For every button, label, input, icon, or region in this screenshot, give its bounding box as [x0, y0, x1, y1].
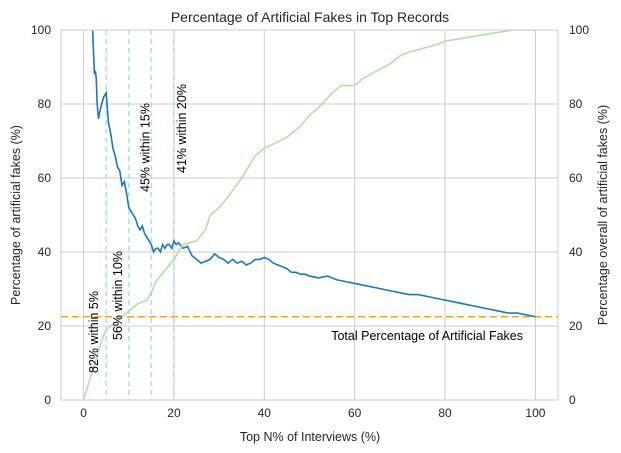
y2-tick-label: 100: [569, 23, 589, 37]
y2-tick-label: 20: [569, 319, 583, 333]
grid: [61, 29, 558, 401]
y-tick-label: 40: [38, 245, 52, 259]
threshold-annotation: 45% within 15%: [138, 103, 152, 192]
total-line-label: Total Percentage of Artificial Fakes: [331, 329, 523, 343]
series-group: [82, 30, 536, 400]
x-tick-label: 100: [525, 406, 545, 420]
chart-title: Percentage of Artificial Fakes in Top Re…: [171, 9, 449, 25]
y2-axis-label: Percentage overall of artificial fakes (…: [596, 105, 610, 325]
y-tick-labels: 0 20 40 60 80 100: [31, 23, 51, 407]
threshold-annotation: 82% within 5%: [87, 291, 101, 373]
y-axis-label: Percentage of artificial fakes (%): [9, 125, 23, 305]
y-tick-label: 100: [31, 23, 51, 37]
x-tick-label: 0: [80, 406, 87, 420]
x-tick-label: 40: [258, 406, 272, 420]
annotations: 82% within 5% 56% within 10% 45% within 15…: [87, 84, 523, 373]
x-tick-label: 60: [348, 406, 362, 420]
plot-frame: [60, 29, 559, 401]
y-tick-label: 20: [38, 319, 52, 333]
y2-tick-labels: 0 20 40 60 80 100: [569, 23, 589, 407]
y2-tick-label: 60: [569, 171, 583, 185]
y-tick-label: 60: [38, 171, 52, 185]
threshold-lines: [105, 30, 175, 400]
plot-border: [60, 29, 559, 401]
y2-tick-label: 80: [569, 97, 583, 111]
y-tick-label: 0: [44, 393, 51, 407]
x-axis-label: Top N% of Interviews (%): [240, 430, 380, 444]
y-tick-label: 80: [38, 97, 52, 111]
y2-tick-label: 40: [569, 245, 583, 259]
y2-tick-label: 0: [569, 393, 576, 407]
x-tick-label: 20: [167, 406, 181, 420]
precision-series-line: [91, 30, 536, 318]
x-tick-labels: 0 20 40 60 80 100: [80, 406, 545, 420]
threshold-annotation: 56% within 10%: [111, 251, 125, 340]
recall-series-line: [82, 30, 536, 400]
threshold-annotation: 41% within 20%: [175, 84, 189, 173]
x-tick-label: 80: [438, 406, 452, 420]
